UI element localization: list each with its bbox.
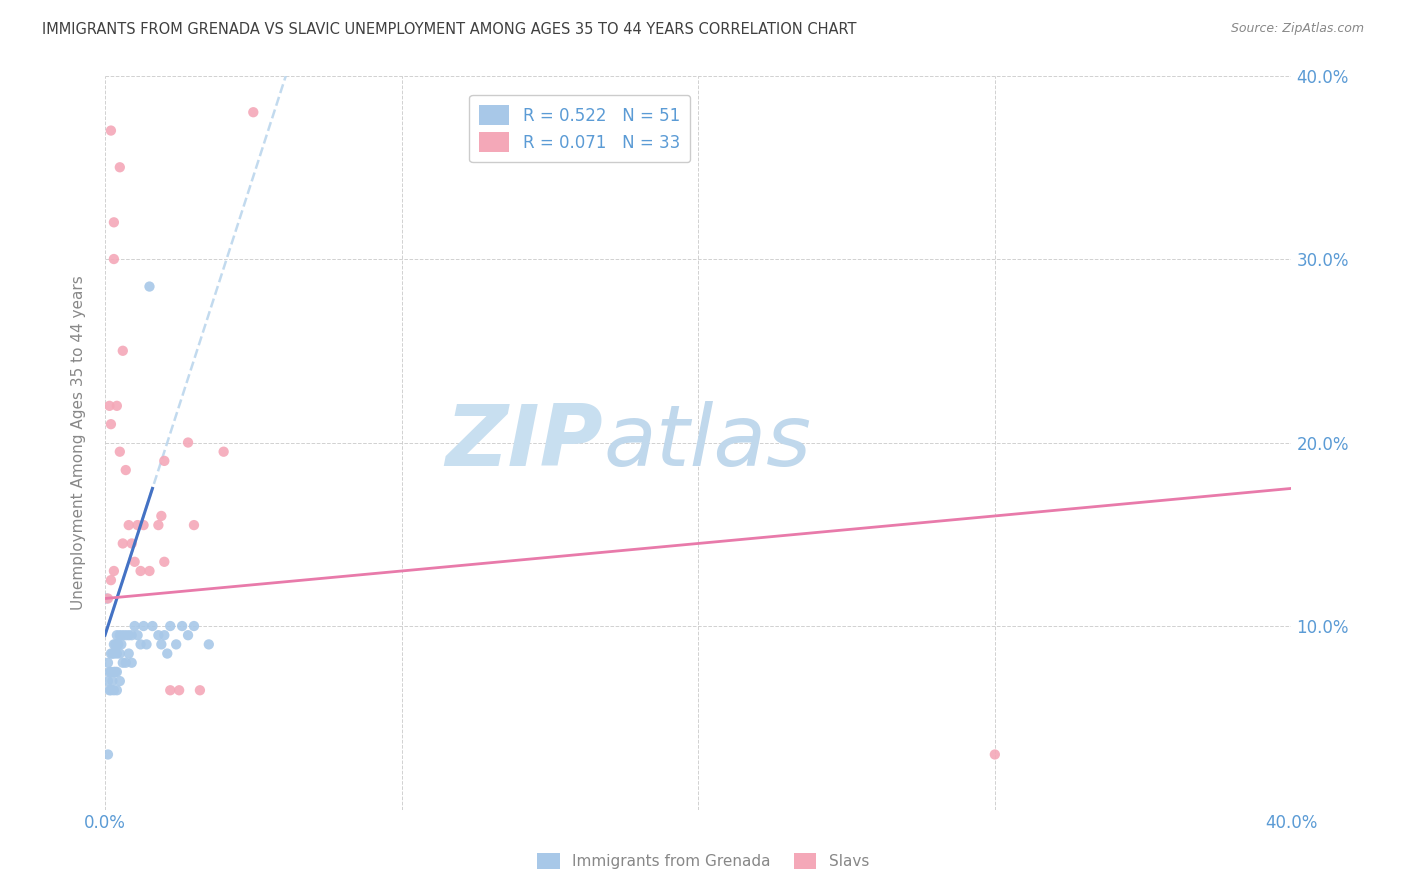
Point <box>110 637 132 651</box>
Point <box>150 637 173 651</box>
Point <box>103 252 125 266</box>
Point <box>114 656 136 670</box>
Point <box>153 454 176 468</box>
Point <box>188 683 211 698</box>
Point <box>153 628 176 642</box>
Point <box>111 628 134 642</box>
Point <box>153 555 176 569</box>
Text: ZIP: ZIP <box>446 401 603 484</box>
Point <box>183 518 205 533</box>
Point <box>100 665 122 679</box>
Text: IMMIGRANTS FROM GRENADA VS SLAVIC UNEMPLOYMENT AMONG AGES 35 TO 44 YEARS CORRELA: IMMIGRANTS FROM GRENADA VS SLAVIC UNEMPL… <box>42 22 856 37</box>
Point <box>111 343 134 358</box>
Point <box>100 123 122 137</box>
Y-axis label: Unemployment Among Ages 35 to 44 years: Unemployment Among Ages 35 to 44 years <box>72 275 86 610</box>
Point <box>105 665 128 679</box>
Point <box>150 508 173 523</box>
Point <box>135 637 157 651</box>
Point <box>96 591 118 606</box>
Point <box>124 619 146 633</box>
Point <box>104 665 127 679</box>
Point <box>127 518 149 533</box>
Point <box>177 435 200 450</box>
Point <box>104 637 127 651</box>
Point <box>121 536 143 550</box>
Point <box>242 105 264 120</box>
Point <box>159 619 181 633</box>
Point <box>111 536 134 550</box>
Point <box>98 399 121 413</box>
Point <box>103 564 125 578</box>
Point <box>105 399 128 413</box>
Point <box>172 619 194 633</box>
Point <box>121 656 143 670</box>
Point <box>165 637 187 651</box>
Point <box>118 518 141 533</box>
Point <box>138 279 160 293</box>
Point <box>148 628 170 642</box>
Point <box>98 683 121 698</box>
Point <box>103 683 125 698</box>
Point <box>118 628 141 642</box>
Point <box>141 619 163 633</box>
Point <box>97 656 120 670</box>
Point <box>177 628 200 642</box>
Point <box>100 417 122 432</box>
Point <box>183 619 205 633</box>
Text: atlas: atlas <box>603 401 811 484</box>
Point <box>101 674 124 689</box>
Point <box>98 665 121 679</box>
Point <box>97 591 120 606</box>
Legend: R = 0.522   N = 51, R = 0.071   N = 33: R = 0.522 N = 51, R = 0.071 N = 33 <box>470 95 690 162</box>
Point <box>108 674 131 689</box>
Point <box>129 564 152 578</box>
Point <box>105 628 128 642</box>
Legend: Immigrants from Grenada, Slavs: Immigrants from Grenada, Slavs <box>531 847 875 875</box>
Point <box>108 647 131 661</box>
Point <box>132 518 155 533</box>
Point <box>129 637 152 651</box>
Text: Source: ZipAtlas.com: Source: ZipAtlas.com <box>1230 22 1364 36</box>
Point <box>108 628 131 642</box>
Point <box>127 628 149 642</box>
Point <box>148 518 170 533</box>
Point <box>108 444 131 458</box>
Point <box>105 683 128 698</box>
Point <box>103 647 125 661</box>
Point <box>114 628 136 642</box>
Point <box>124 555 146 569</box>
Point <box>103 637 125 651</box>
Point <box>121 628 143 642</box>
Point <box>100 573 122 587</box>
Point <box>100 683 122 698</box>
Point <box>103 215 125 229</box>
Point <box>108 161 131 175</box>
Point <box>198 637 221 651</box>
Point <box>984 747 1007 762</box>
Point <box>212 444 235 458</box>
Point <box>97 674 120 689</box>
Point <box>103 665 125 679</box>
Point <box>114 463 136 477</box>
Point <box>111 656 134 670</box>
Point <box>138 564 160 578</box>
Point <box>167 683 190 698</box>
Point <box>105 647 128 661</box>
Point <box>101 647 124 661</box>
Point <box>132 619 155 633</box>
Point <box>118 647 141 661</box>
Point <box>156 647 179 661</box>
Point <box>159 683 181 698</box>
Point <box>107 637 129 651</box>
Point <box>97 747 120 762</box>
Point <box>100 647 122 661</box>
